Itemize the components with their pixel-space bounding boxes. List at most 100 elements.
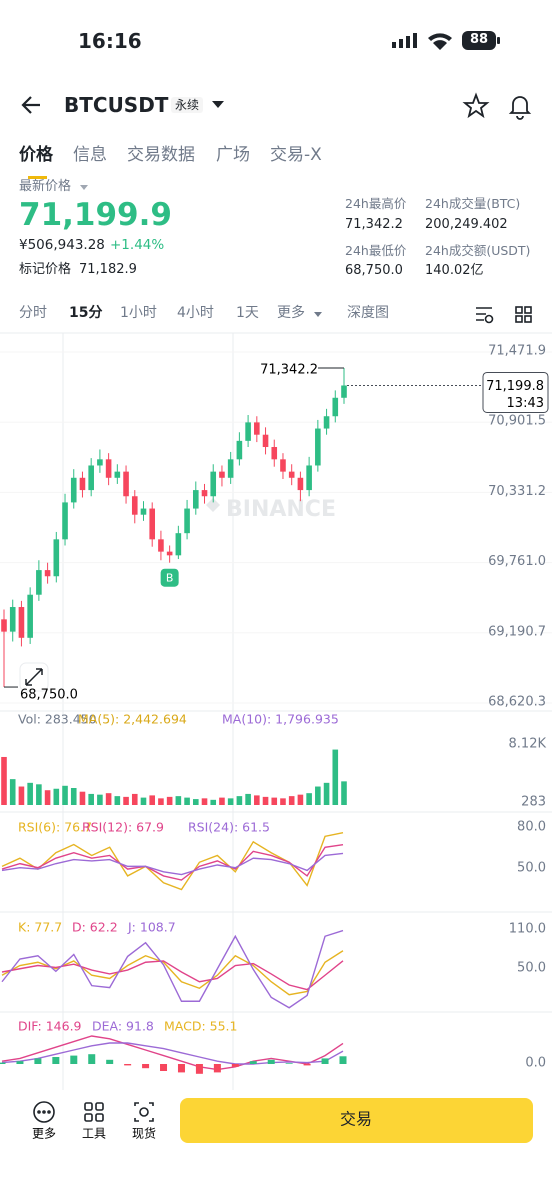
volume-bar: [158, 798, 164, 805]
interval[interactable]: 深度图: [347, 305, 389, 321]
volume-bar: [306, 793, 312, 805]
high-label: 71,342.2: [260, 362, 318, 377]
candle-body: [219, 471, 225, 478]
stat-value: 200,249.402: [425, 217, 508, 232]
status-icons: [392, 31, 500, 50]
low-label: 68,750.0: [20, 688, 78, 703]
stat-label: 24h成交量(BTC): [425, 196, 521, 211]
dropdown: [80, 185, 88, 190]
volume-bar: [70, 788, 77, 805]
watermark: BINANCE: [226, 497, 336, 522]
volume-bar: [131, 793, 138, 805]
tab[interactable]: 信息: [73, 145, 107, 165]
macd-bar: [249, 1061, 257, 1064]
macd-bar: [34, 1058, 42, 1064]
y-tick-label: 70,901.5: [488, 414, 546, 429]
volume-bar: [271, 797, 278, 805]
macd-bar: [321, 1058, 329, 1064]
dropdown[interactable]: [212, 101, 224, 108]
tab[interactable]: 广场: [216, 145, 250, 165]
y-tick-label: 50.0: [517, 960, 546, 975]
macd-bar: [160, 1064, 168, 1071]
tab[interactable]: 交易-X: [270, 145, 322, 165]
candle-body: [262, 434, 269, 448]
spot-label[interactable]: 现货: [132, 1126, 156, 1141]
candle-body: [79, 477, 86, 491]
volume-bar: [288, 796, 295, 805]
layout-toggle[interactable]: [515, 306, 532, 323]
indicator-line: [1, 929, 344, 1009]
interval[interactable]: 4小时: [177, 305, 214, 321]
tab[interactable]: 交易数据: [127, 145, 195, 165]
macd-bar: [339, 1056, 347, 1064]
legend-entry: RSI(6): 76.7: [18, 820, 92, 835]
volume-bar: [166, 796, 173, 805]
volume-bar: [201, 798, 208, 805]
candle-body: [184, 508, 190, 534]
y-tick-label: 69,761.0: [488, 554, 546, 569]
macd-bar: [0, 1062, 6, 1064]
volume-bar: [297, 794, 304, 805]
volume-bar: [280, 798, 286, 805]
interval[interactable]: 1小时: [120, 305, 157, 321]
status-time: 16:16: [78, 29, 142, 53]
legend-entry: Vol: 283.450: [18, 712, 97, 727]
interval[interactable]: 更多: [277, 305, 305, 321]
candle-body: [62, 502, 68, 540]
indicator-line: [1, 852, 344, 876]
candle-body: [114, 471, 121, 478]
macd-bar: [213, 1064, 221, 1073]
more-label[interactable]: 更多: [32, 1127, 56, 1141]
indicator-line: [1, 960, 344, 991]
favorite[interactable]: [462, 92, 490, 119]
volume-bar: [262, 796, 269, 805]
symbol[interactable]: BTCUSDT: [64, 93, 169, 117]
macd-bar: [195, 1064, 203, 1074]
notifications[interactable]: [508, 96, 532, 120]
legend-entry: K: 77.7: [18, 920, 62, 935]
candle-body: [323, 416, 330, 429]
volume-bar: [219, 797, 225, 805]
interval[interactable]: 分时: [19, 305, 47, 321]
candle-body: [341, 385, 347, 398]
indicator-line: [1, 831, 344, 891]
candle-body: [70, 477, 77, 503]
macd-bar: [16, 1061, 24, 1064]
volume-bar: [227, 798, 234, 805]
macd-bar: [124, 1064, 132, 1066]
volume-bar: [27, 782, 33, 805]
macd-bar: [177, 1064, 185, 1073]
candle-body: [315, 428, 321, 466]
candle-body: [9, 607, 16, 632]
y-tick-label: 110.0: [509, 921, 546, 936]
interval[interactable]: 15分: [69, 305, 103, 321]
candle-body: [201, 490, 208, 497]
macd-line: [1, 1042, 344, 1065]
candle-body: [123, 471, 129, 497]
volume-bar: [114, 796, 121, 805]
trade-button[interactable]: [180, 1098, 533, 1143]
candle-body: [97, 459, 103, 466]
tab[interactable]: 价格: [19, 145, 53, 165]
candle-body: [280, 459, 286, 472]
candle-body: [306, 465, 312, 491]
chart-settings[interactable]: [476, 307, 494, 324]
macd-bar: [303, 1064, 311, 1066]
trade-button-label[interactable]: 交易: [340, 1110, 372, 1129]
back-arrow[interactable]: [21, 96, 40, 114]
candle-body: [88, 465, 94, 491]
stat-label: 24h最高价: [345, 196, 407, 211]
interval[interactable]: 1天: [236, 305, 259, 321]
legend-entry: RSI(24): 61.5: [188, 820, 270, 835]
volume-bar: [44, 790, 51, 805]
volume-bar: [9, 779, 16, 805]
legend-entry: D: 62.2: [72, 920, 118, 935]
candle-body: [245, 422, 251, 441]
volume-bar: [88, 793, 94, 805]
tools-label[interactable]: 工具: [82, 1127, 106, 1141]
volume-bar: [18, 786, 25, 805]
stat-value: 140.02亿: [425, 263, 484, 278]
volume-bar: [123, 796, 129, 805]
candle-body: [288, 471, 295, 478]
